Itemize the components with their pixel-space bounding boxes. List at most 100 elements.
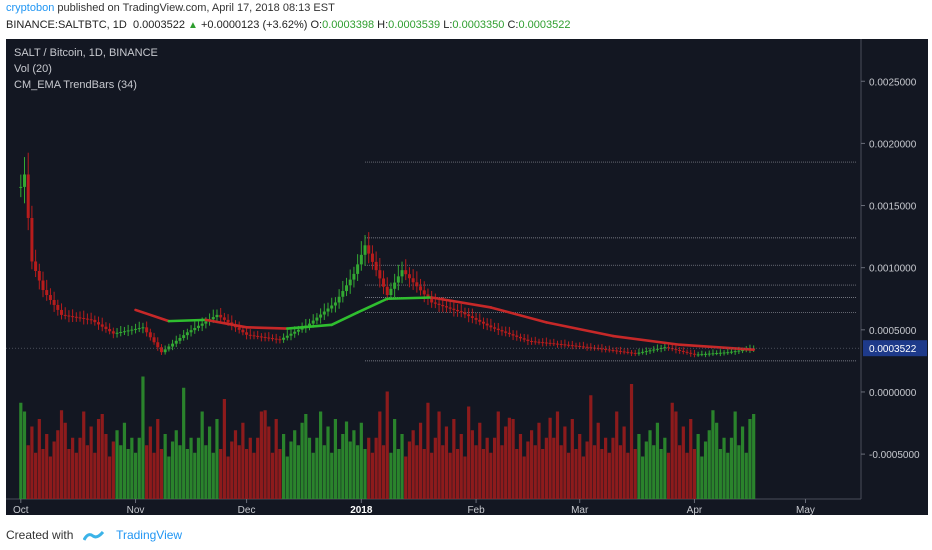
volume-bar xyxy=(722,437,726,499)
volume-bar xyxy=(430,452,434,499)
candle-body xyxy=(45,290,49,296)
candle-body xyxy=(52,299,56,305)
candle-body xyxy=(159,347,163,353)
candle-body xyxy=(152,337,156,343)
volume-bar xyxy=(207,426,212,499)
volume-bar xyxy=(104,434,108,499)
candle-body xyxy=(618,350,622,352)
candle-body xyxy=(600,348,604,350)
candle-body xyxy=(396,276,400,283)
candle-body xyxy=(504,331,508,333)
time-tick-label: Mar xyxy=(571,505,589,515)
candle-body xyxy=(222,317,226,320)
volume-legend[interactable]: Vol (20) xyxy=(14,63,52,75)
candle-body xyxy=(115,332,119,334)
volume-bar xyxy=(307,437,312,499)
candle-body xyxy=(518,336,522,339)
volume-bar xyxy=(300,422,304,499)
candle-body xyxy=(259,336,263,338)
candle-body xyxy=(422,290,426,295)
volume-bar xyxy=(404,456,408,499)
volume-bar xyxy=(655,422,660,499)
candle-body xyxy=(711,353,715,355)
ohlc-line: BINANCE:SALTBTC, 1D 0.0003522 ▲ +0.00001… xyxy=(6,19,570,31)
chart-panel[interactable]: 0.0025000 0.0020000 0.0015000 0.0010000 0.00… xyxy=(6,39,928,515)
volume-bar xyxy=(467,406,471,499)
volume-bar xyxy=(455,449,460,499)
candle-body xyxy=(467,314,471,317)
volume-bar xyxy=(211,452,215,499)
volume-bar xyxy=(396,449,400,499)
close-label: C: xyxy=(507,19,519,31)
volume-bar xyxy=(278,449,282,499)
candle-body xyxy=(111,331,115,334)
volume-bar xyxy=(481,449,486,499)
volume-bar xyxy=(526,441,530,499)
volume-bar xyxy=(670,402,674,499)
candle-body xyxy=(400,270,404,277)
candle-body xyxy=(171,343,175,347)
candle-body xyxy=(500,330,504,332)
volume-bar xyxy=(644,441,648,499)
volume-bar xyxy=(237,445,241,499)
candle-body xyxy=(470,316,474,319)
volume-bar xyxy=(204,445,208,499)
volume-bar xyxy=(659,449,663,499)
candle-body xyxy=(407,274,411,279)
volume-bar xyxy=(648,430,652,499)
candle-body xyxy=(93,319,97,323)
volume-bar xyxy=(319,411,323,499)
volume-bar xyxy=(515,449,519,499)
candle-body xyxy=(196,325,200,328)
volume-bar xyxy=(19,402,23,499)
candle-body xyxy=(189,330,193,333)
candle-body xyxy=(537,341,541,343)
candle-body xyxy=(681,350,685,352)
candle-body xyxy=(319,314,323,318)
candle-body xyxy=(570,345,574,347)
candle-body xyxy=(641,351,645,353)
candle-body xyxy=(285,335,289,338)
candle-body xyxy=(256,335,260,337)
candle-body xyxy=(393,282,397,289)
candle-body xyxy=(515,335,519,337)
ema-legend[interactable]: CM_EMA TrendBars (34) xyxy=(14,79,137,91)
price-tick-label: 0.0010000 xyxy=(869,264,917,275)
volume-bar xyxy=(674,411,678,499)
candle-body xyxy=(185,332,189,336)
candle-body xyxy=(474,318,478,320)
time-tick-label: 2018 xyxy=(350,505,373,515)
candle-body xyxy=(585,346,589,348)
volume-bar xyxy=(45,434,49,499)
candle-body xyxy=(382,278,386,287)
volume-bar xyxy=(41,449,45,499)
volume-bar xyxy=(507,417,511,499)
tradingview-brand[interactable]: TradingView xyxy=(116,528,183,542)
volume-bar xyxy=(393,419,397,499)
volume-bar xyxy=(663,437,667,499)
volume-bar xyxy=(411,430,415,499)
author-link[interactable]: cryptobon xyxy=(6,2,55,14)
volume-bar xyxy=(589,395,593,499)
volume-bar xyxy=(581,456,586,499)
candle-body xyxy=(433,302,437,304)
volume-bar xyxy=(256,437,260,499)
footer: Created with TradingView xyxy=(6,528,182,542)
volume-bar xyxy=(293,430,297,499)
volume-bar xyxy=(226,456,230,499)
volume-bar xyxy=(752,414,756,499)
price-chart[interactable]: 0.0025000 0.0020000 0.0015000 0.0010000 0.00… xyxy=(6,39,928,515)
volume-bar xyxy=(618,445,623,499)
volume-bar xyxy=(296,445,301,499)
volume-bar xyxy=(174,430,178,499)
volume-bar xyxy=(222,399,226,499)
volume-bar xyxy=(126,449,130,499)
candle-body xyxy=(311,320,315,324)
candle-body xyxy=(308,323,312,326)
time-tick-label: May xyxy=(796,505,815,515)
candle-body xyxy=(389,288,393,296)
candle-body xyxy=(41,280,45,291)
volume-bar xyxy=(578,434,582,499)
candle-body xyxy=(459,311,463,313)
volume-bar xyxy=(518,434,523,499)
